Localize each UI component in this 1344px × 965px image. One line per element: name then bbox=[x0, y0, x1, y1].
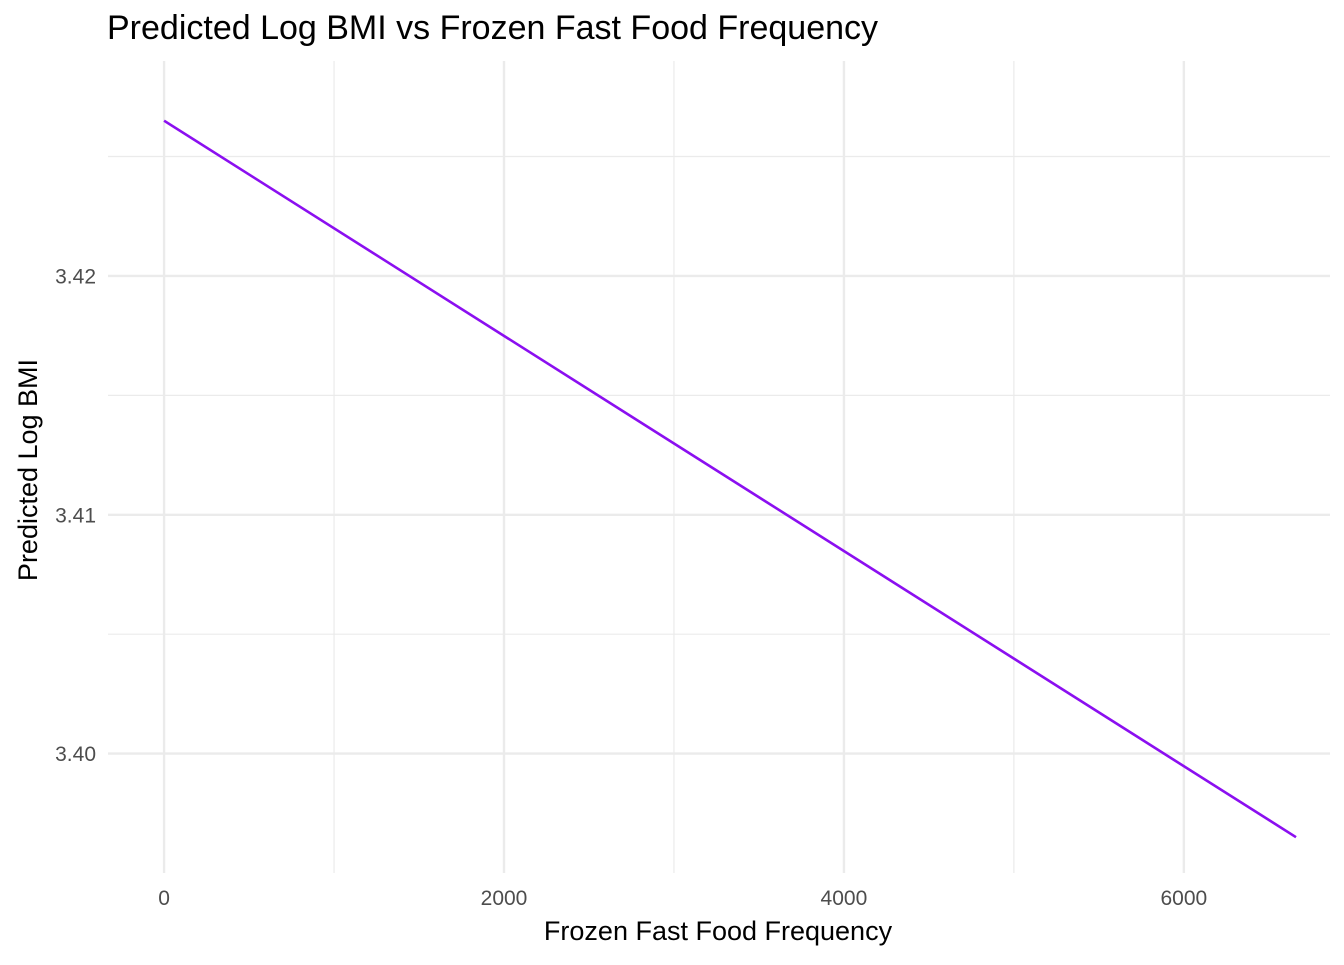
x-axis-title: Frozen Fast Food Frequency bbox=[544, 916, 893, 946]
series-line bbox=[163, 119, 1297, 839]
y-tick-label: 3.40 bbox=[55, 743, 96, 766]
chart-title: Predicted Log BMI vs Frozen Fast Food Fr… bbox=[107, 9, 878, 47]
x-tick-label: 6000 bbox=[1160, 887, 1207, 910]
y-axis-title: Predicted Log BMI bbox=[13, 359, 43, 581]
x-tick-label: 2000 bbox=[481, 887, 528, 910]
x-tick-label: 4000 bbox=[821, 887, 868, 910]
series-layer bbox=[163, 119, 1297, 839]
y-tick-label: 3.42 bbox=[55, 265, 96, 288]
grid-lines bbox=[108, 61, 1330, 873]
y-tick-label: 3.41 bbox=[55, 504, 96, 527]
x-tick-label: 0 bbox=[158, 887, 170, 910]
tick-labels: 3.40 3.41 3.42 0 2000 4000 6000 bbox=[55, 265, 1207, 910]
